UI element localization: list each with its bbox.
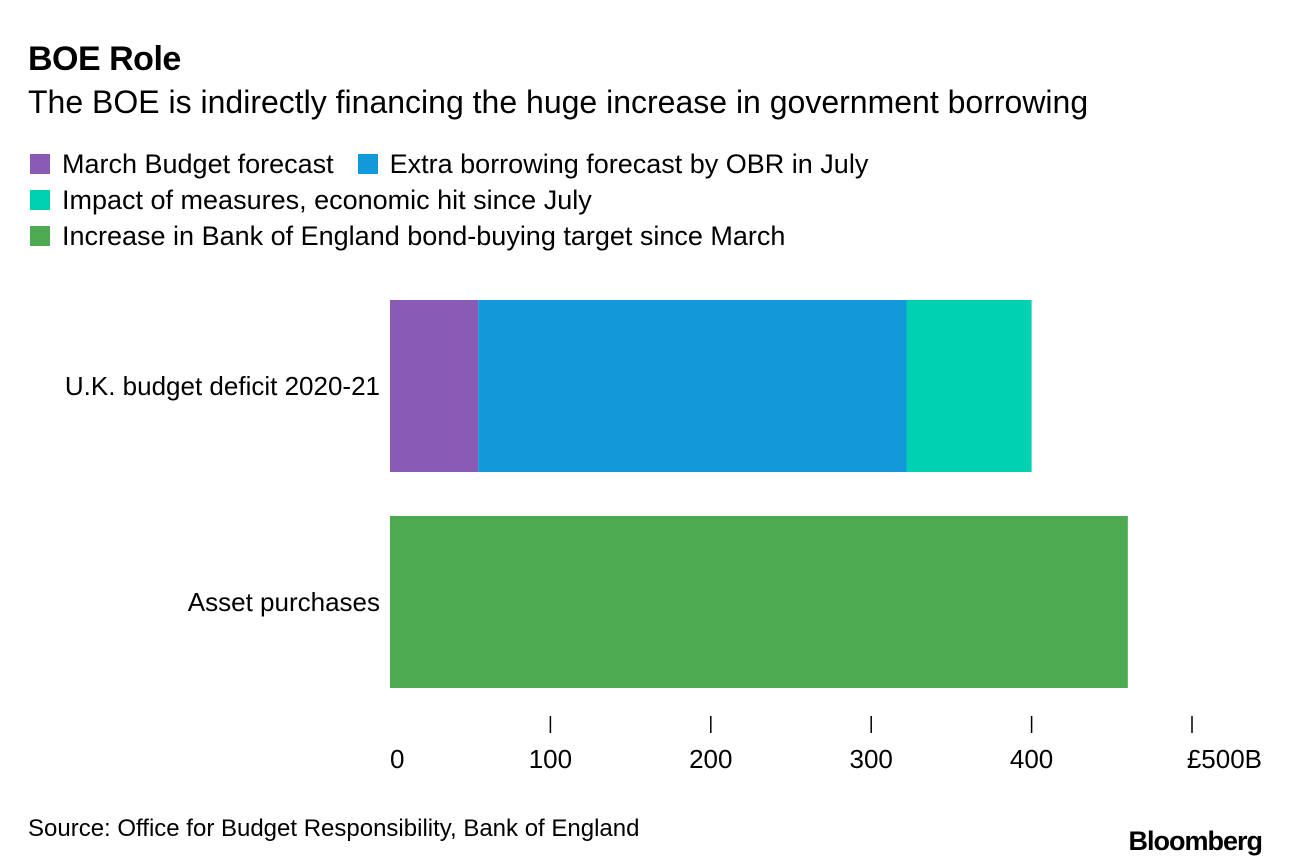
legend-row: March Budget forecast Extra borrowing for…	[30, 146, 1130, 182]
legend-label: Increase in Bank of England bond-buying …	[62, 220, 786, 251]
chart-subtitle: The BOE is indirectly financing the huge…	[28, 84, 1089, 120]
x-tick-label: 400	[1010, 744, 1053, 774]
source-note: Source: Office for Budget Responsibility…	[28, 815, 640, 842]
legend-label: Impact of measures, economic hit since J…	[62, 184, 592, 215]
legend-label: Extra borrowing forecast by OBR in July	[389, 148, 869, 179]
legend-swatch	[357, 154, 378, 174]
x-tick-label: £500B	[1187, 744, 1262, 774]
legend-row: Increase in Bank of England bond-buying …	[30, 218, 1130, 254]
category-label: U.K. budget deficit 2020-21	[65, 371, 380, 401]
bar-segment	[390, 300, 479, 472]
chart-title: BOE Role	[28, 40, 181, 78]
legend-item: March Budget forecast	[30, 149, 334, 180]
bar-segment	[906, 300, 1032, 472]
x-tick-label: 200	[689, 744, 732, 774]
x-tick-label: 300	[850, 744, 893, 774]
bloomberg-logo: Bloomberg	[1128, 826, 1263, 856]
legend-item: Extra borrowing forecast by OBR in July	[357, 148, 869, 180]
bar-segment	[390, 516, 1128, 688]
legend-swatch	[30, 154, 50, 174]
legend-row: Impact of measures, economic hit since J…	[30, 182, 1130, 218]
legend-swatch	[30, 190, 50, 210]
legend-item: Impact of measures, economic hit since J…	[30, 185, 592, 216]
legend: March Budget forecast Extra borrowing for…	[30, 146, 1130, 254]
legend-label: March Budget forecast	[62, 148, 334, 179]
x-tick-label: 0	[390, 744, 404, 774]
bar-segment	[478, 300, 907, 472]
legend-swatch	[30, 226, 50, 246]
x-tick-label: 100	[529, 744, 572, 774]
legend-item: Increase in Bank of England bond-buying …	[30, 221, 785, 252]
category-label: Asset purchases	[188, 587, 380, 617]
